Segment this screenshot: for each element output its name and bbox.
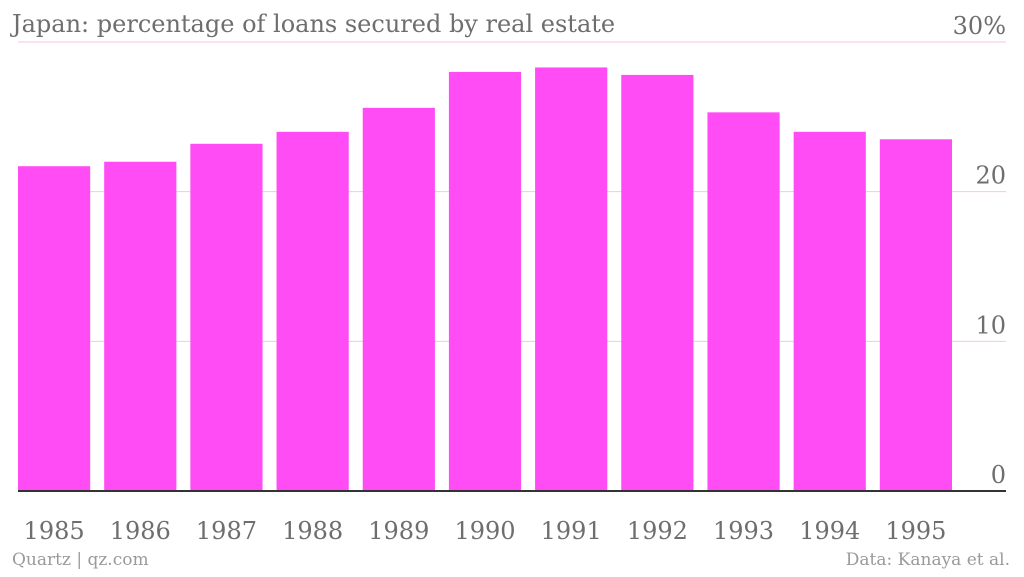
x-axis-ticks: 1985 1986 1987 1988 1989 1990 1991 1992 1993 1994…	[24, 517, 947, 545]
data-credit: Data: Kanaya et al.	[845, 550, 1010, 570]
y-tick-label: 30%	[953, 12, 1006, 40]
bar-1990	[448, 71, 522, 491]
source-credit: Quartz | qz.com	[12, 550, 149, 570]
x-tick-label: 1994	[799, 517, 860, 545]
y-axis-ticks: 0 10 20 30%	[953, 12, 1006, 489]
bar-1989	[362, 107, 435, 491]
y-tick-label: 10	[975, 311, 1006, 339]
bars	[18, 67, 952, 492]
x-tick-label: 1989	[368, 517, 429, 545]
bar-1988	[276, 131, 349, 492]
x-tick-label: 1990	[454, 517, 515, 545]
chart-title: Japan: percentage of loans secured by re…	[12, 10, 616, 38]
x-tick-label: 1985	[24, 517, 85, 545]
y-tick-label: 20	[975, 162, 1006, 190]
bar-1995	[879, 139, 952, 492]
x-tick-label: 1986	[110, 517, 171, 545]
x-tick-label: 1993	[713, 517, 774, 545]
bar-1994	[793, 131, 866, 492]
x-tick-label: 1987	[196, 517, 257, 545]
x-tick-label: 1988	[282, 517, 343, 545]
bar-1993	[707, 112, 780, 492]
bar-1986	[104, 161, 177, 491]
x-tick-label: 1995	[885, 517, 946, 545]
x-tick-label: 1992	[627, 517, 688, 545]
bar-1992	[621, 74, 694, 491]
bar-1985	[18, 166, 91, 491]
bar-1987	[190, 143, 263, 492]
y-tick-label: 0	[991, 461, 1006, 489]
bar-1991	[535, 67, 608, 492]
x-tick-label: 1991	[541, 517, 602, 545]
